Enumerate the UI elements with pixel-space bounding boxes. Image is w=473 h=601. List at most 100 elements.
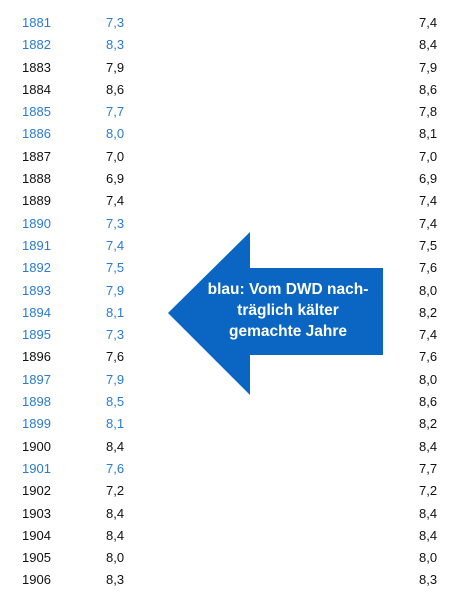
original-value-cell: 8,6 — [419, 81, 438, 97]
adjusted-value-cell: 7,4 — [106, 237, 125, 253]
original-value-cell: 7,4 — [419, 327, 438, 343]
table-row: 1898 8,5 8,6 — [0, 391, 473, 413]
table-row: 1905 8,0 8,0 — [0, 547, 473, 569]
year-cell: 1894 — [22, 304, 51, 320]
table-row: 1887 7,0 7,0 — [0, 146, 473, 168]
year-cell: 1890 — [22, 215, 51, 231]
year-cell: 1891 — [22, 237, 51, 253]
table-row: 1883 7,9 7,9 — [0, 57, 473, 79]
adjusted-value-cell: 7,5 — [106, 260, 125, 276]
original-value-cell: 7,7 — [419, 460, 438, 476]
adjusted-value-cell: 8,3 — [106, 37, 125, 53]
table-row: 1902 7,2 7,2 — [0, 480, 473, 502]
original-value-cell: 8,3 — [419, 572, 438, 588]
original-value-cell: 8,0 — [419, 371, 438, 387]
callout-line-2: träglich kälter — [237, 302, 339, 319]
original-value-cell: 7,8 — [419, 104, 438, 120]
table-row: 1882 8,3 8,4 — [0, 34, 473, 56]
adjusted-value-cell: 8,1 — [106, 416, 125, 432]
adjusted-value-cell: 7,9 — [106, 282, 125, 298]
year-cell: 1895 — [22, 327, 51, 343]
year-cell: 1888 — [22, 171, 51, 187]
table-row: 1900 8,4 8,4 — [0, 436, 473, 458]
adjusted-value-cell: 7,6 — [106, 349, 125, 365]
table-row: 1889 7,4 7,4 — [0, 190, 473, 212]
year-cell: 1898 — [22, 394, 51, 410]
table-row: 1897 7,9 8,0 — [0, 369, 473, 391]
adjusted-value-cell: 7,3 — [106, 15, 125, 30]
year-cell: 1903 — [22, 505, 51, 521]
original-value-cell: 8,4 — [419, 438, 438, 454]
table-row: 1881 7,3 7,4 — [0, 12, 473, 34]
table-row: 1895 7,3 7,4 — [0, 324, 473, 346]
adjusted-value-cell: 7,6 — [106, 460, 125, 476]
table-row: 1894 8,1 8,2 — [0, 302, 473, 324]
year-cell: 1889 — [22, 193, 51, 209]
original-value-cell: 7,9 — [419, 59, 438, 75]
adjusted-value-cell: 8,6 — [106, 81, 125, 97]
adjusted-value-cell: 8,3 — [106, 572, 125, 588]
callout-line-3: gemachte Jahre — [228, 323, 348, 340]
table-row: 1884 8,6 8,6 — [0, 79, 473, 101]
table-row: 1888 6,9 6,9 — [0, 168, 473, 190]
year-cell: 1896 — [22, 349, 51, 365]
year-cell: 1897 — [22, 371, 51, 387]
year-cell: 1883 — [22, 59, 51, 75]
original-value-cell: 8,4 — [419, 37, 438, 53]
original-value-cell: 8,6 — [419, 394, 438, 410]
original-value-cell: 8,2 — [419, 304, 438, 320]
adjusted-value-cell: 7,9 — [106, 371, 125, 387]
adjusted-value-cell: 6,9 — [106, 171, 125, 187]
adjusted-value-cell: 7,4 — [106, 193, 125, 209]
year-cell: 1902 — [22, 483, 51, 499]
adjusted-value-cell: 8,5 — [106, 394, 125, 410]
adjusted-value-cell: 7,0 — [106, 148, 125, 164]
callout-text: blau: Vom DWD nach- träglich kälter gema… — [188, 279, 388, 342]
original-value-cell: 7,5 — [419, 237, 438, 253]
year-cell: 1881 — [22, 15, 51, 30]
original-value-cell: 8,4 — [419, 527, 438, 543]
year-cell: 1900 — [22, 438, 51, 454]
adjusted-value-cell: 8,1 — [106, 304, 125, 320]
original-value-cell: 8,0 — [419, 550, 438, 566]
year-cell: 1892 — [22, 260, 51, 276]
adjusted-value-cell: 8,0 — [106, 126, 125, 142]
table-row: 1893 7,9 8,0 — [0, 280, 473, 302]
table-row: 1885 7,7 7,8 — [0, 101, 473, 123]
table-row: 1899 8,1 8,2 — [0, 413, 473, 435]
original-value-cell: 7,4 — [419, 15, 438, 30]
year-cell: 1904 — [22, 527, 51, 543]
adjusted-value-cell: 7,2 — [106, 483, 125, 499]
year-cell: 1905 — [22, 550, 51, 566]
adjusted-value-cell: 7,7 — [106, 104, 125, 120]
year-cell: 1906 — [22, 572, 51, 588]
year-cell: 1899 — [22, 416, 51, 432]
original-value-cell: 7,4 — [419, 193, 438, 209]
original-value-cell: 7,4 — [419, 215, 438, 231]
year-cell: 1882 — [22, 37, 51, 53]
adjusted-value-cell: 8,4 — [106, 527, 125, 543]
table-row: 1890 7,3 7,4 — [0, 213, 473, 235]
original-value-cell: 6,9 — [419, 171, 438, 187]
year-cell: 1884 — [22, 81, 51, 97]
original-value-cell: 8,0 — [419, 282, 438, 298]
table-row: 1904 8,4 8,4 — [0, 525, 473, 547]
original-value-cell: 7,0 — [419, 148, 438, 164]
adjusted-value-cell: 7,3 — [106, 215, 125, 231]
year-cell: 1886 — [22, 126, 51, 142]
adjusted-value-cell: 8,4 — [106, 438, 125, 454]
adjusted-value-cell: 7,9 — [106, 59, 125, 75]
original-value-cell: 8,4 — [419, 505, 438, 521]
table-row: 1906 8,3 8,3 — [0, 569, 473, 591]
original-value-cell: 8,2 — [419, 416, 438, 432]
year-cell: 1893 — [22, 282, 51, 298]
table-row: 1891 7,4 7,5 — [0, 235, 473, 257]
table-row: 1892 7,5 7,6 — [0, 257, 473, 279]
table-row: 1901 7,6 7,7 — [0, 458, 473, 480]
original-value-cell: 8,1 — [419, 126, 438, 142]
year-cell: 1885 — [22, 104, 51, 120]
year-cell: 1901 — [22, 460, 51, 476]
table-row: 1886 8,0 8,1 — [0, 123, 473, 145]
original-value-cell: 7,2 — [419, 483, 438, 499]
year-cell: 1887 — [22, 148, 51, 164]
